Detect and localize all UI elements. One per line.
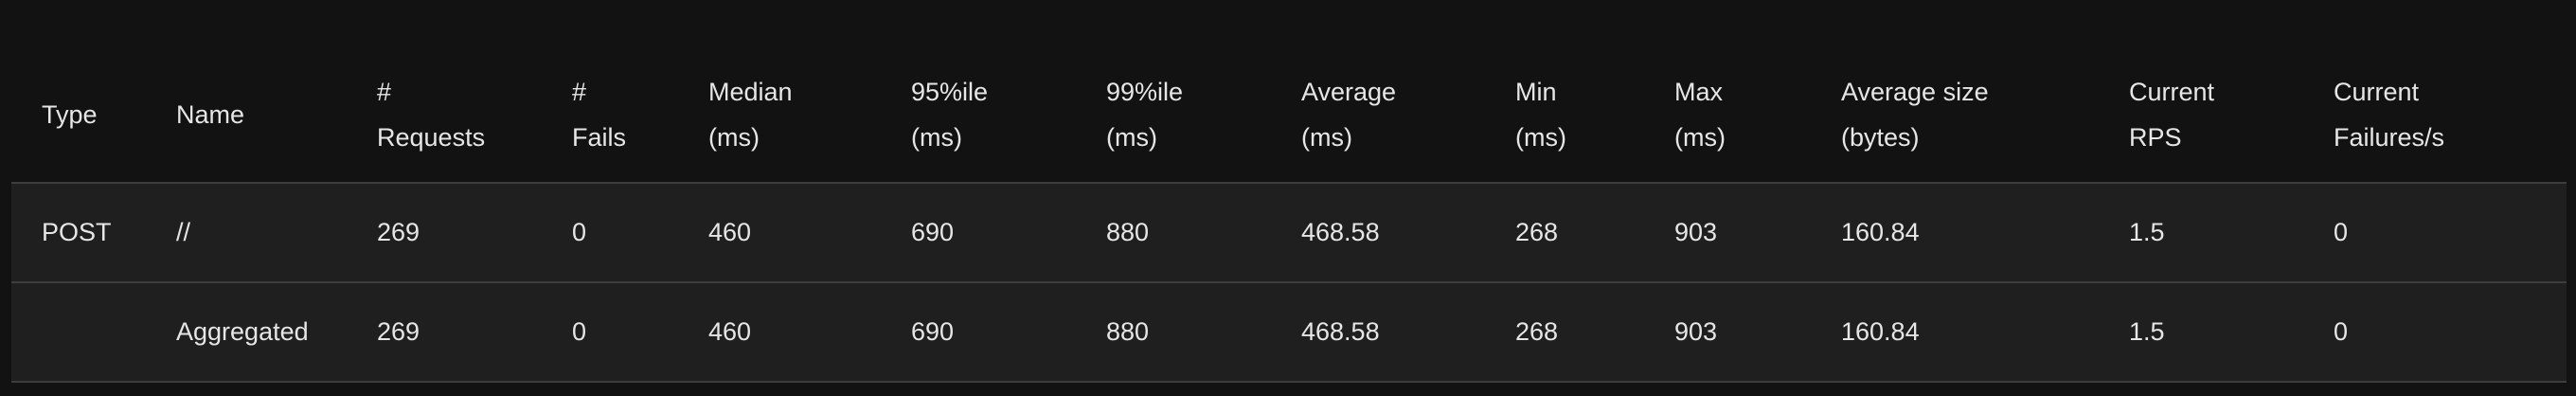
cell-current-rps: 1.5 xyxy=(2129,317,2165,346)
header-name[interactable]: Name xyxy=(176,100,245,129)
cell-average-size: 160.84 xyxy=(1841,218,1920,246)
cell-average: 468.58 xyxy=(1301,317,1380,346)
table-row: POST // 269 0 460 690 880 468.58 268 903… xyxy=(11,183,2567,282)
header-row: Type Name # Requests # Fails Median (ms) 95… xyxy=(11,47,2567,183)
cell-median: 460 xyxy=(708,317,752,346)
header-average[interactable]: Average (ms) xyxy=(1301,78,1397,152)
header-max[interactable]: Max (ms) xyxy=(1674,78,1726,152)
cell-99ile: 880 xyxy=(1106,317,1150,346)
header-min[interactable]: Min (ms) xyxy=(1515,78,1566,152)
cell-99ile: 880 xyxy=(1106,218,1150,246)
header-average-size[interactable]: Average size (bytes) xyxy=(1841,78,1989,152)
cell-average: 468.58 xyxy=(1301,218,1380,246)
cell-type: POST xyxy=(42,218,112,246)
cell-type xyxy=(11,282,146,382)
cell-median: 460 xyxy=(708,218,752,246)
cell-fails: 0 xyxy=(572,218,587,246)
header-requests[interactable]: # Requests xyxy=(377,78,486,152)
table-header: Type Name # Requests # Fails Median (ms) 95… xyxy=(11,47,2567,183)
header-type[interactable]: Type xyxy=(42,100,98,129)
table-body: POST // 269 0 460 690 880 468.58 268 903… xyxy=(11,183,2567,382)
cell-requests: 269 xyxy=(377,218,420,246)
header-95ile[interactable]: 95%ile (ms) xyxy=(911,78,989,152)
cell-current-failures: 0 xyxy=(2334,317,2349,346)
header-fails[interactable]: # Fails xyxy=(572,78,627,152)
stats-table-container: Type Name # Requests # Fails Median (ms) 95… xyxy=(11,47,2567,383)
header-median[interactable]: Median (ms) xyxy=(708,78,793,152)
cell-fails: 0 xyxy=(572,317,587,346)
header-99ile[interactable]: 99%ile (ms) xyxy=(1106,78,1184,152)
cell-95ile: 690 xyxy=(911,317,955,346)
cell-max: 903 xyxy=(1674,218,1718,246)
request-stats-table: Type Name # Requests # Fails Median (ms) 95… xyxy=(11,47,2567,383)
cell-name: // xyxy=(176,218,191,246)
cell-current-rps: 1.5 xyxy=(2129,218,2165,246)
cell-name: Aggregated xyxy=(176,317,309,346)
cell-min: 268 xyxy=(1515,317,1559,346)
cell-95ile: 690 xyxy=(911,218,955,246)
cell-current-failures: 0 xyxy=(2334,218,2349,246)
cell-average-size: 160.84 xyxy=(1841,317,1920,346)
table-row-aggregated: Aggregated 269 0 460 690 880 468.58 268 … xyxy=(11,282,2567,382)
cell-max: 903 xyxy=(1674,317,1718,346)
header-current-rps[interactable]: Current RPS xyxy=(2129,78,2215,152)
header-current-failures[interactable]: Current Failures/s xyxy=(2334,78,2445,152)
cell-requests: 269 xyxy=(377,317,420,346)
cell-min: 268 xyxy=(1515,218,1559,246)
